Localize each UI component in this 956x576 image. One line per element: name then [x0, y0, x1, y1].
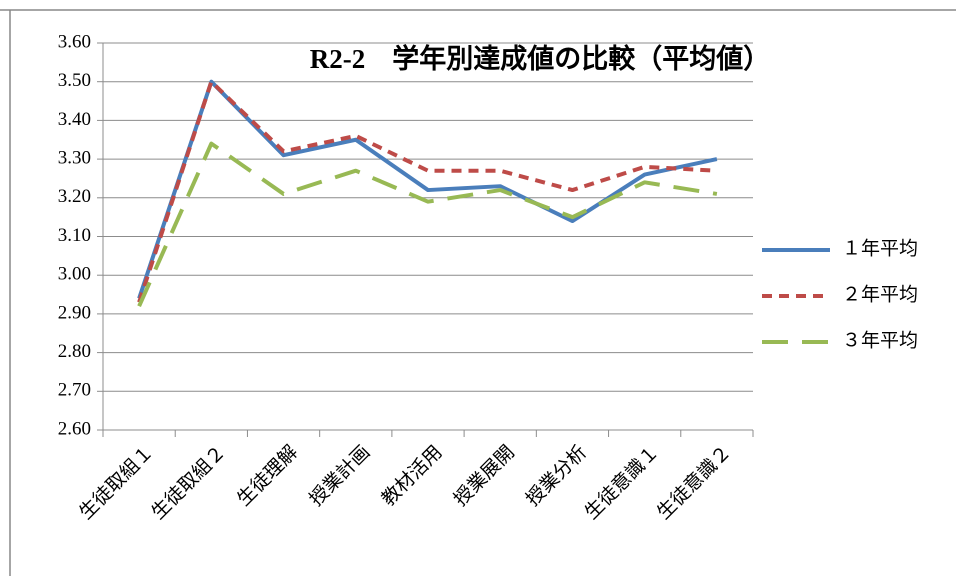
x-tick-label: 生徒取組１ [75, 441, 158, 524]
y-tick-label: 2.70 [58, 380, 91, 401]
y-tick-label: 3.20 [58, 186, 91, 207]
legend-label: ２年平均 [842, 283, 918, 305]
series-line [137, 141, 718, 307]
x-tick-label: 授業計画 [305, 441, 374, 510]
y-tick-label: 3.50 [58, 70, 91, 91]
x-tick-label: 生徒意識１ [581, 441, 664, 524]
y-tick-label: 3.10 [58, 225, 91, 246]
series-line [137, 79, 717, 303]
legend-label: １年平均 [842, 237, 918, 259]
x-tick-label: 教材活用 [377, 441, 446, 510]
y-tick-label: 3.00 [58, 264, 91, 285]
y-tick-label: 3.40 [58, 109, 91, 130]
y-tick-label: 2.90 [58, 302, 91, 323]
chart-title: R2-2 学年別達成値の比較（平均値） [310, 43, 771, 74]
legend-label: ３年平均 [842, 329, 918, 351]
series-line [137, 79, 718, 300]
x-tick-label: 授業分析 [522, 441, 591, 510]
x-tick-label: 生徒理解 [233, 441, 302, 510]
x-tick-label: 生徒意識２ [653, 441, 736, 524]
y-tick-label: 2.60 [58, 418, 91, 439]
y-tick-label: 3.60 [58, 31, 91, 52]
x-tick-label: 授業展開 [450, 441, 519, 510]
x-tick-label: 生徒取組２ [147, 441, 230, 524]
y-tick-label: 3.30 [58, 147, 91, 168]
y-tick-label: 2.80 [58, 341, 91, 362]
